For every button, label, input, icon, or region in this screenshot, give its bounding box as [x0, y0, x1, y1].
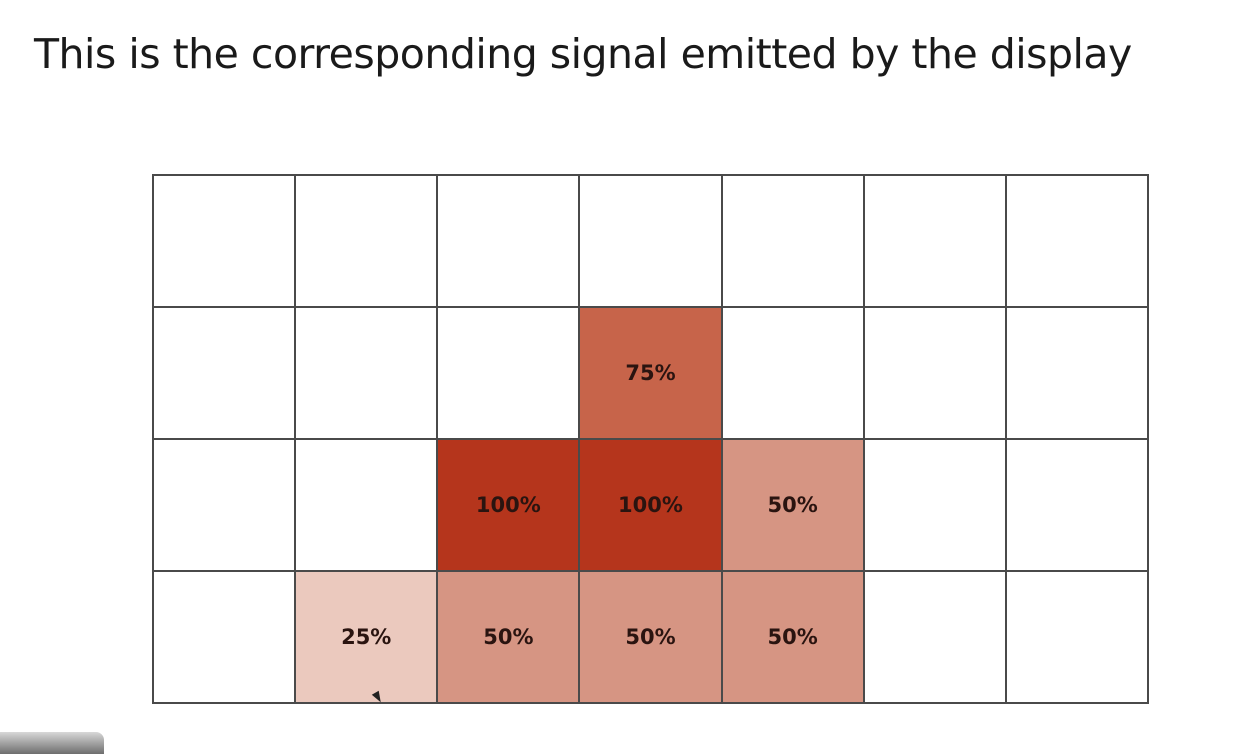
- grid-cell-r1-c5: [864, 308, 1007, 440]
- signal-grid: 75% 100% 100% 50% 25% 50% 50% 50%: [152, 174, 1149, 704]
- grid-cell-r3-c6: [1006, 572, 1149, 704]
- grid-cell-r3-c2: 50%: [438, 572, 581, 704]
- grid-cell-r1-c2: [438, 308, 581, 440]
- grid-cell-r0-c5: [864, 176, 1007, 308]
- grid-cell-r2-c2: 100%: [438, 440, 581, 572]
- window-edge-tab: [0, 732, 104, 754]
- grid-cell-r3-c5: [864, 572, 1007, 704]
- grid-cell-r3-c1: 25%: [296, 572, 439, 704]
- grid-cell-r2-c0: [154, 440, 297, 572]
- grid-cell-r0-c4: [722, 176, 865, 308]
- grid-cell-r0-c0: [154, 176, 297, 308]
- grid-cell-r2-c4: 50%: [722, 440, 865, 572]
- grid-cell-r1-c3: 75%: [580, 308, 723, 440]
- grid-cell-r0-c3: [580, 176, 723, 308]
- grid-cell-r3-c3: 50%: [580, 572, 723, 704]
- grid-cell-r2-c5: [864, 440, 1007, 572]
- grid-cell-r1-c4: [722, 308, 865, 440]
- grid-cell-r1-c0: [154, 308, 297, 440]
- grid-cell-r2-c3: 100%: [580, 440, 723, 572]
- grid-cell-r2-c6: [1006, 440, 1149, 572]
- grid-cell-r3-c4: 50%: [722, 572, 865, 704]
- grid-cell-r0-c1: [296, 176, 439, 308]
- grid-cell-r0-c6: [1006, 176, 1149, 308]
- grid-cell-r1-c1: [296, 308, 439, 440]
- grid-cell-r3-c0: [154, 572, 297, 704]
- grid-cell-r1-c6: [1006, 308, 1149, 440]
- slide-heading: This is the corresponding signal emitted…: [34, 30, 1132, 78]
- grid-cell-r0-c2: [438, 176, 581, 308]
- grid-cell-r2-c1: [296, 440, 439, 572]
